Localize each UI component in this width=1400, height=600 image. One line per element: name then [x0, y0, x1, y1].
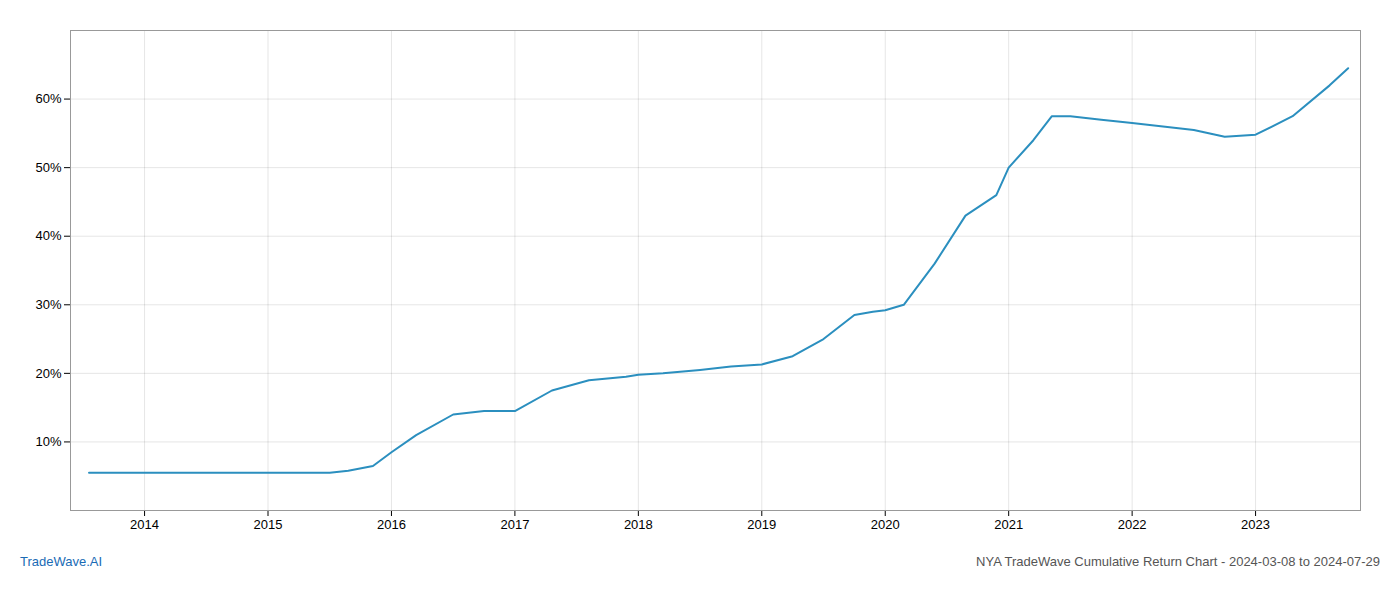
svg-text:2020: 2020 [871, 517, 900, 532]
html-text:NYA TradeWave Cumulative Retur: NYA TradeWave Cumulative Return Chart - … [976, 554, 1380, 569]
svg-text:2019: 2019 [747, 517, 776, 532]
svg-text:2022: 2022 [1118, 517, 1147, 532]
svg-text:2021: 2021 [994, 517, 1023, 532]
svg-text:60%: 60% [35, 91, 61, 106]
svg-text:40%: 40% [35, 228, 61, 243]
svg-text:2017: 2017 [500, 517, 529, 532]
svg-text:50%: 50% [35, 160, 61, 175]
svg-text:30%: 30% [35, 297, 61, 312]
svg-text:2016: 2016 [377, 517, 406, 532]
html-text:TradeWave.AI: TradeWave.AI [20, 554, 103, 569]
svg-text:10%: 10% [35, 434, 61, 449]
svg-text:20%: 20% [35, 366, 61, 381]
svg-text:2014: 2014 [130, 517, 159, 532]
svg-text:2023: 2023 [1241, 517, 1270, 532]
svg-text:2018: 2018 [624, 517, 653, 532]
svg-text:2015: 2015 [254, 517, 283, 532]
